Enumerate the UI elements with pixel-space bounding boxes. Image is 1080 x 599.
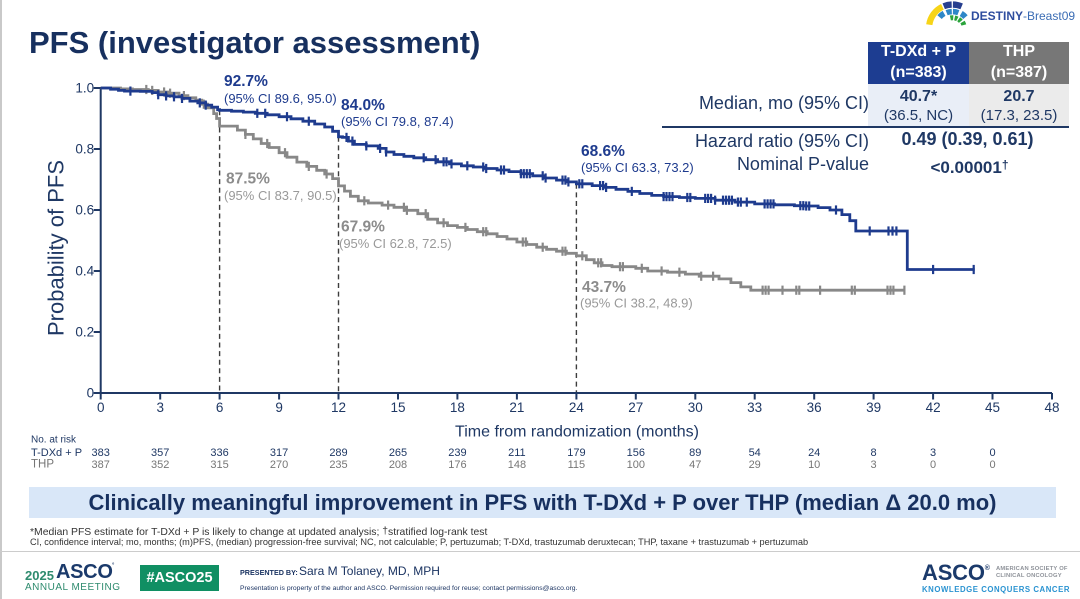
svg-text:(95% CI 79.8, 87.4): (95% CI 79.8, 87.4) [341,114,454,129]
svg-text:1.0: 1.0 [75,81,94,96]
svg-text:Probability of PFS: Probability of PFS [44,160,69,336]
svg-text:47: 47 [689,459,701,471]
svg-text:0.2: 0.2 [75,325,94,340]
svg-text:148: 148 [508,459,526,471]
svg-text:115: 115 [568,459,586,471]
svg-text:100: 100 [627,459,645,471]
svg-text:9: 9 [275,400,283,415]
svg-text:3: 3 [930,447,936,459]
svg-text:0.8: 0.8 [75,142,94,157]
svg-text:315: 315 [210,459,228,471]
svg-text:92.7%: 92.7% [224,73,268,90]
svg-text:0.4: 0.4 [75,264,94,279]
svg-text:T-DXd + P: T-DXd + P [31,447,82,459]
svg-text:12: 12 [331,400,346,415]
svg-text:270: 270 [270,459,288,471]
svg-text:84.0%: 84.0% [341,97,385,114]
svg-text:0: 0 [97,400,105,415]
svg-text:48: 48 [1044,400,1059,415]
svg-text:357: 357 [151,447,169,459]
svg-text:87.5%: 87.5% [226,171,270,188]
svg-text:3: 3 [871,459,877,471]
svg-text:29: 29 [749,459,761,471]
svg-text:45: 45 [985,400,1000,415]
svg-text:27: 27 [628,400,643,415]
svg-text:(95% CI 89.6, 95.0): (95% CI 89.6, 95.0) [224,91,337,106]
svg-text:0: 0 [989,459,995,471]
svg-text:383: 383 [92,447,110,459]
svg-text:265: 265 [389,447,407,459]
svg-text:235: 235 [329,459,347,471]
svg-text:Time from randomization (month: Time from randomization (months) [455,424,699,441]
svg-text:21: 21 [509,400,524,415]
svg-text:0: 0 [989,447,995,459]
svg-text:317: 317 [270,447,288,459]
svg-text:39: 39 [866,400,881,415]
svg-text:15: 15 [390,400,405,415]
svg-text:0: 0 [930,459,936,471]
svg-text:3: 3 [156,400,164,415]
svg-text:239: 239 [448,447,466,459]
svg-text:18: 18 [450,400,465,415]
svg-text:387: 387 [92,459,110,471]
svg-text:(95% CI 62.8, 72.5): (95% CI 62.8, 72.5) [339,236,452,251]
svg-text:0.6: 0.6 [75,203,94,218]
svg-text:THP: THP [31,459,54,471]
svg-text:6: 6 [216,400,224,415]
svg-text:0: 0 [87,386,95,401]
svg-text:68.6%: 68.6% [581,143,625,160]
svg-text:24: 24 [569,400,585,415]
svg-text:42: 42 [926,400,941,415]
svg-text:211: 211 [508,447,526,459]
svg-text:54: 54 [749,447,761,459]
svg-text:156: 156 [627,447,645,459]
svg-text:336: 336 [210,447,228,459]
svg-text:10: 10 [808,459,820,471]
svg-text:30: 30 [688,400,703,415]
svg-text:36: 36 [807,400,822,415]
svg-text:(95% CI 38.2, 48.9): (95% CI 38.2, 48.9) [580,296,693,311]
svg-text:24: 24 [808,447,820,459]
svg-text:67.9%: 67.9% [341,219,385,236]
svg-text:208: 208 [389,459,407,471]
svg-text:(95% CI 83.7, 90.5): (95% CI 83.7, 90.5) [224,188,337,203]
svg-text:289: 289 [329,447,347,459]
svg-text:No. at risk: No. at risk [31,435,77,446]
svg-text:89: 89 [689,447,701,459]
svg-text:33: 33 [747,400,762,415]
svg-text:43.7%: 43.7% [582,279,626,296]
svg-text:8: 8 [871,447,877,459]
svg-text:176: 176 [448,459,466,471]
svg-text:(95% CI 63.3, 73.2): (95% CI 63.3, 73.2) [581,160,694,175]
svg-text:179: 179 [567,447,585,459]
svg-text:352: 352 [151,459,169,471]
